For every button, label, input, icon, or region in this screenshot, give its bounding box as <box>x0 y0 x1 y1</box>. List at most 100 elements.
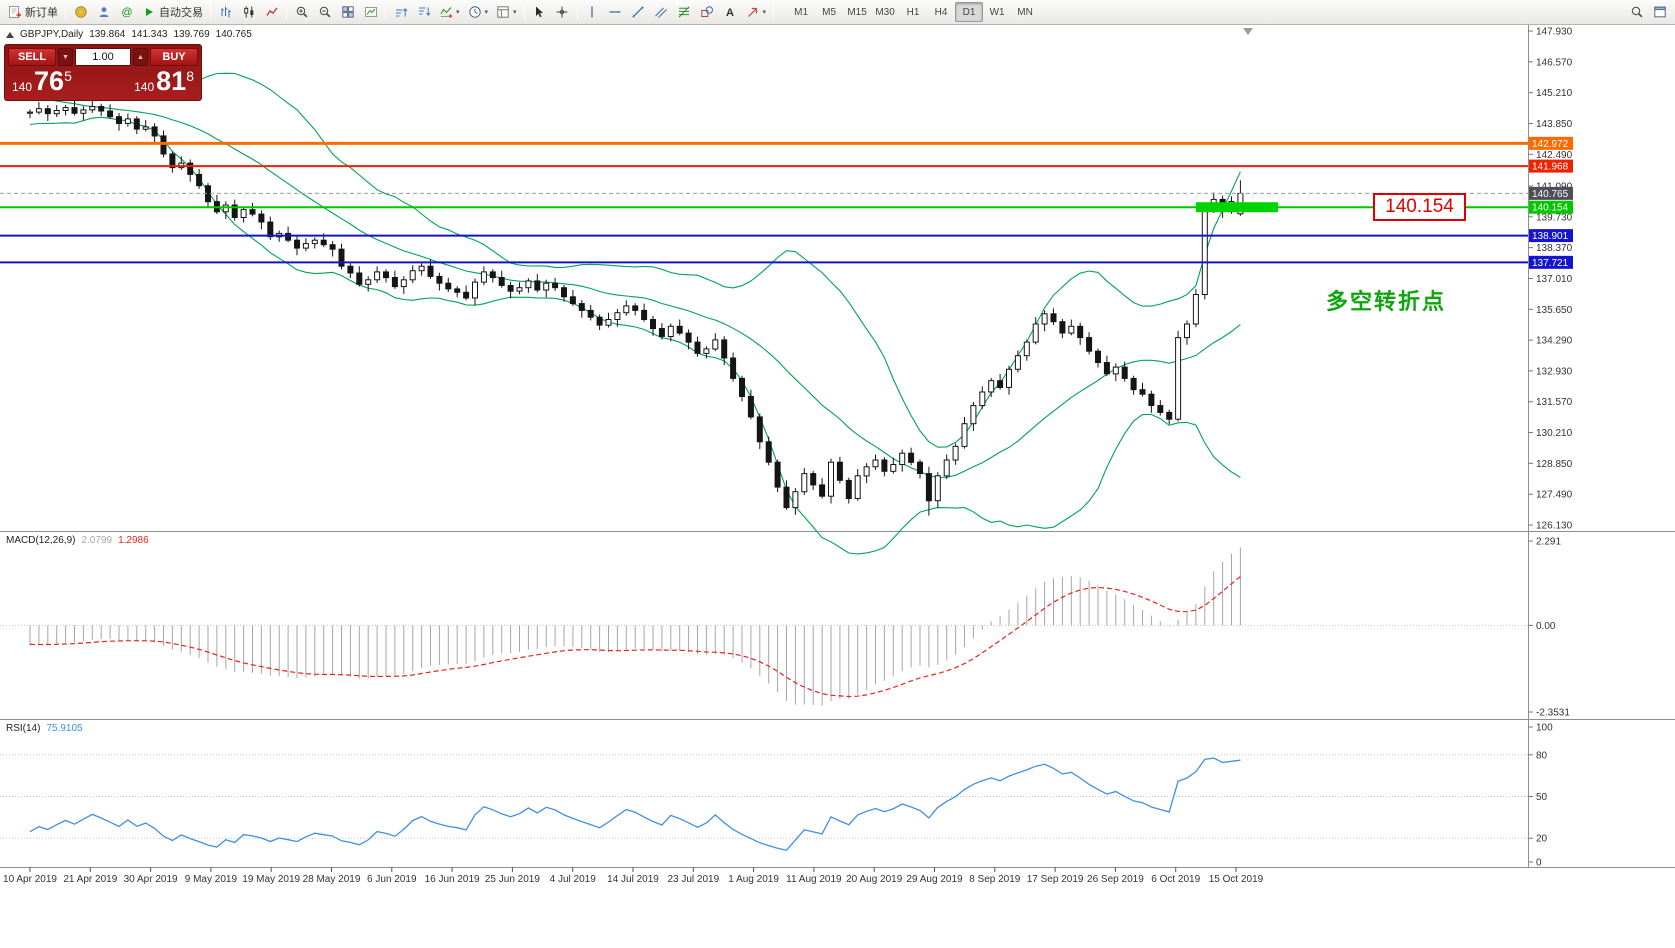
sell-button[interactable]: SELL <box>8 48 56 66</box>
svg-text:130.210: 130.210 <box>1536 428 1573 439</box>
toolbar-right <box>1625 0 1671 25</box>
volume-input[interactable] <box>75 48 131 66</box>
new-order-button[interactable]: 新订单 <box>4 2 62 22</box>
timeframe-m15-button[interactable]: M15 <box>843 2 871 22</box>
horizontal-levels[interactable] <box>0 141 1528 264</box>
svg-text:126.130: 126.130 <box>1536 521 1573 532</box>
tile-icon <box>341 5 355 19</box>
candle-body <box>374 271 381 281</box>
svg-text:100: 100 <box>1536 723 1553 734</box>
candle-body <box>801 473 808 493</box>
trendline-button[interactable] <box>627 2 650 22</box>
toolbar-separator <box>65 4 66 20</box>
zoom-in-button[interactable] <box>290 2 313 22</box>
trendline-icon <box>631 5 645 19</box>
auto-trading-button[interactable]: 自动交易 <box>138 2 207 22</box>
mql-community-button[interactable]: @ <box>115 2 138 22</box>
candle-body <box>1095 350 1101 364</box>
cursor-button[interactable] <box>528 2 551 22</box>
candlestick-chart-button[interactable] <box>237 2 260 22</box>
zoom-out-button[interactable] <box>313 2 336 22</box>
indicator-icon <box>439 5 453 19</box>
svg-text:146.570: 146.570 <box>1536 57 1573 68</box>
candle-body <box>1023 341 1030 357</box>
svg-text:80: 80 <box>1536 750 1548 761</box>
price-scale[interactable]: 147.930146.570145.210143.850142.490141.0… <box>1528 27 1573 532</box>
rsi-scale[interactable]: 100 80 50 20 0 <box>1528 723 1553 869</box>
svg-text:139.730: 139.730 <box>1536 212 1573 223</box>
at-icon: @ <box>120 5 134 19</box>
timeframe-d1-button[interactable]: D1 <box>955 2 984 22</box>
svg-text:50: 50 <box>1536 792 1548 803</box>
svg-text:11 Aug 2019: 11 Aug 2019 <box>786 874 842 885</box>
navigator-button[interactable] <box>92 2 115 22</box>
dropdown-caret-icon: ▾ <box>484 8 489 16</box>
timeframe-w1-button[interactable]: W1 <box>983 2 1011 22</box>
one-click-collapse-icon[interactable] <box>6 31 14 38</box>
ohlc-low: 139.769 <box>173 29 210 40</box>
crosshair-button[interactable] <box>551 2 574 22</box>
bar-chart-icon <box>219 5 233 19</box>
periods-button[interactable]: ▾ <box>464 2 493 22</box>
macd-label: MACD(12,26,9) 2.0799 1.2986 <box>6 535 149 546</box>
vertical-line-button[interactable] <box>581 2 604 22</box>
volume-up-button[interactable]: ▲ <box>133 48 148 66</box>
tile-windows-button[interactable] <box>336 2 359 22</box>
window-icon <box>1653 5 1667 19</box>
candle-body <box>1068 325 1075 334</box>
candle-body <box>694 341 701 354</box>
price-highlight-box[interactable]: 140.154 <box>1373 193 1466 221</box>
arrange-descending-button[interactable] <box>412 2 435 22</box>
timeframe-h1-button[interactable]: H1 <box>899 2 927 22</box>
market-watch-button[interactable] <box>69 2 92 22</box>
equidistant-channel-button[interactable] <box>650 2 673 22</box>
vline-icon <box>585 5 599 19</box>
price-highlight-bar[interactable] <box>1196 202 1278 213</box>
svg-text:127.490: 127.490 <box>1536 490 1573 501</box>
toolbar-separator <box>523 4 525 20</box>
candle-body <box>53 110 60 115</box>
timeframe-m1-button[interactable]: M1 <box>787 2 815 22</box>
svg-text:21 Apr 2019: 21 Apr 2019 <box>63 874 117 885</box>
candle-body <box>489 271 496 279</box>
candle-body <box>1139 389 1146 395</box>
bar-chart-button[interactable] <box>214 2 237 22</box>
chart-window[interactable] <box>0 25 1675 948</box>
svg-text:0.00: 0.00 <box>1536 621 1556 632</box>
fibonacci-button[interactable] <box>673 2 696 22</box>
svg-text:147.930: 147.930 <box>1536 27 1573 38</box>
horizontal-line-button[interactable] <box>604 2 627 22</box>
templates-button[interactable]: ▾ <box>492 2 521 22</box>
candle-body <box>703 348 710 354</box>
search-button[interactable] <box>1625 2 1648 22</box>
sell-price-display[interactable]: 140 76 5 <box>12 68 72 95</box>
shapes-button[interactable] <box>696 2 719 22</box>
candlestick-icon <box>242 5 256 19</box>
timeframe-m30-button[interactable]: M30 <box>871 2 899 22</box>
toolbar-separator <box>210 4 211 20</box>
arrows-button[interactable]: ▾ <box>742 2 771 22</box>
indicators-button[interactable]: ▾ <box>435 2 464 22</box>
svg-text:140.765: 140.765 <box>1532 189 1569 200</box>
time-axis[interactable]: 10 Apr 2019 21 Apr 2019 30 Apr 2019 9 May 2… <box>3 867 1264 885</box>
chart-shift-marker[interactable] <box>1243 28 1253 35</box>
volume-down-button[interactable]: ▼ <box>58 48 73 66</box>
new-order-icon <box>8 5 22 19</box>
candle-body <box>240 209 247 219</box>
timeframe-h4-button[interactable]: H4 <box>927 2 955 22</box>
auto-scroll-button[interactable] <box>359 2 382 22</box>
svg-text:6 Jun 2019: 6 Jun 2019 <box>367 874 417 885</box>
buy-price-display[interactable]: 140 81 8 <box>134 68 194 95</box>
arrange-ascending-button[interactable] <box>389 2 412 22</box>
text-label-button[interactable]: A <box>719 2 742 22</box>
timeframe-m5-button[interactable]: M5 <box>815 2 843 22</box>
svg-text:17 Sep 2019: 17 Sep 2019 <box>1027 874 1084 885</box>
candle-body <box>1041 313 1048 325</box>
line-chart-button[interactable] <box>260 2 283 22</box>
timeframe-mn-button[interactable]: MN <box>1011 2 1039 22</box>
macd-scale[interactable]: 2.291 0.00 -2.3531 <box>1528 537 1570 719</box>
candle-body <box>463 291 470 299</box>
new-window-button[interactable] <box>1648 2 1671 22</box>
buy-button[interactable]: BUY <box>150 48 198 66</box>
